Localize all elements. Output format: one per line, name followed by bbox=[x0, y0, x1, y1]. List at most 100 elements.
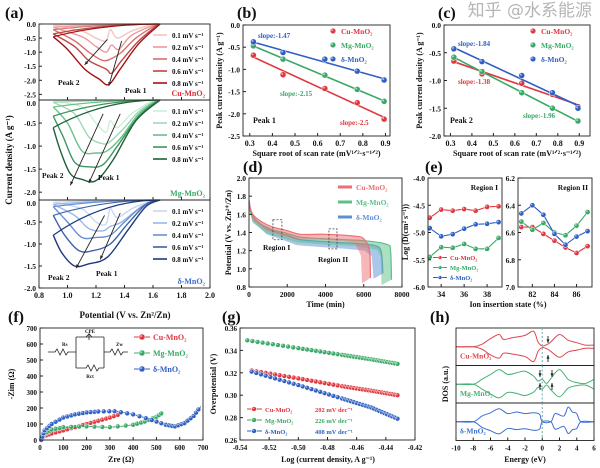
data-point bbox=[450, 53, 458, 61]
legend-label: 0.6 mV s⁻¹ bbox=[172, 144, 204, 152]
legend-label: 0.1 mV s⁻¹ bbox=[172, 32, 204, 40]
data-point bbox=[308, 378, 315, 384]
point-highlight bbox=[251, 39, 254, 43]
data-point bbox=[267, 374, 273, 380]
point-highlight bbox=[552, 238, 555, 241]
tafel-slope-label: 408 mV dec⁻¹ bbox=[315, 429, 353, 436]
y-tick-label: -5.5 bbox=[413, 256, 425, 265]
y-tick-label: -1.0 bbox=[24, 48, 36, 57]
legend-label: δ-MnO₂ bbox=[341, 55, 367, 64]
point-highlight bbox=[254, 371, 257, 374]
x-tick-label: 0.8 bbox=[553, 139, 563, 148]
data-point bbox=[138, 333, 146, 341]
point-highlight bbox=[366, 388, 369, 391]
y-tick-label: 0.32 bbox=[225, 370, 238, 378]
data-point bbox=[300, 346, 306, 352]
data-point bbox=[330, 350, 336, 357]
y-tick-label: -1.5 bbox=[429, 104, 441, 113]
data-point bbox=[158, 420, 164, 426]
data-point bbox=[353, 67, 361, 75]
point-highlight bbox=[382, 78, 385, 81]
point-highlight bbox=[355, 386, 357, 389]
x-tick-label: 0.4 bbox=[267, 139, 277, 148]
x-tick-label: 600 bbox=[174, 444, 185, 452]
panel-label: (b) bbox=[237, 5, 257, 22]
point-highlight bbox=[323, 391, 325, 394]
y-tick-label: 0.0 bbox=[231, 21, 241, 30]
y-axis-label: Peak current density (A g⁻¹) bbox=[215, 32, 224, 129]
data-point bbox=[584, 228, 591, 234]
point-highlight bbox=[140, 351, 143, 354]
slope-label: slope:-1.96 bbox=[523, 112, 556, 120]
peak-arrow bbox=[88, 113, 121, 184]
point-highlight bbox=[100, 418, 103, 420]
legend-label: 0.8 mV s⁻¹ bbox=[172, 256, 204, 264]
point-highlight bbox=[154, 415, 157, 417]
point-highlight bbox=[473, 247, 476, 249]
data-point bbox=[574, 117, 582, 125]
data-point bbox=[317, 389, 323, 395]
point-highlight bbox=[323, 350, 325, 353]
point-highlight bbox=[439, 234, 442, 237]
x-tick-label: 36 bbox=[460, 290, 468, 299]
fit-line bbox=[253, 45, 385, 102]
data-point bbox=[353, 99, 361, 106]
y-tick-label: 200 bbox=[27, 405, 38, 413]
point-highlight bbox=[585, 244, 588, 247]
point-highlight bbox=[385, 360, 388, 363]
panel-label: (e) bbox=[425, 159, 443, 176]
point-highlight bbox=[377, 409, 380, 411]
x-axis-label: Potential (V vs. Zn²/Zn) bbox=[79, 310, 170, 320]
point-highlight bbox=[349, 399, 351, 402]
x-tick-label: 1.2 bbox=[91, 291, 101, 300]
legend-label: Mg-MnO₂ bbox=[265, 418, 293, 425]
point-highlight bbox=[374, 390, 377, 392]
point-highlight bbox=[363, 388, 366, 390]
point-highlight bbox=[388, 360, 390, 363]
data-point bbox=[308, 347, 315, 353]
point-highlight bbox=[349, 354, 351, 357]
cv-curve bbox=[53, 199, 154, 226]
point-highlight bbox=[273, 372, 276, 375]
panel-label: (g) bbox=[222, 309, 241, 326]
point-highlight bbox=[292, 376, 294, 378]
x-tick-label: 82 bbox=[528, 290, 536, 299]
point-highlight bbox=[322, 86, 326, 89]
data-point bbox=[304, 385, 310, 391]
y-tick-label: 100 bbox=[27, 421, 38, 429]
x-tick-label: 34 bbox=[437, 290, 445, 299]
arrow-head bbox=[88, 178, 92, 183]
point-highlight bbox=[574, 251, 577, 254]
point-highlight bbox=[250, 370, 252, 372]
fit-line bbox=[453, 46, 579, 107]
point-highlight bbox=[96, 409, 99, 412]
point-highlight bbox=[358, 387, 360, 390]
point-highlight bbox=[496, 236, 499, 239]
y-tick-label: -2.0 bbox=[24, 76, 36, 85]
panel-label: (a) bbox=[5, 5, 24, 22]
point-highlight bbox=[393, 416, 395, 418]
data-point bbox=[300, 383, 306, 390]
x-axis-label: Square root of scan rate (mV¹ᐟ²·s⁻¹ᐟ²) bbox=[252, 149, 380, 158]
point-highlight bbox=[382, 391, 385, 394]
data-point bbox=[329, 27, 337, 35]
data-point bbox=[478, 68, 486, 75]
point-highlight bbox=[485, 222, 488, 224]
point-highlight bbox=[343, 353, 346, 356]
point-highlight bbox=[112, 409, 115, 412]
legend-label: 0.1 mV s⁻¹ bbox=[172, 108, 204, 116]
point-highlight bbox=[382, 360, 385, 362]
point-highlight bbox=[358, 356, 360, 358]
peak-label: Peak 2 bbox=[42, 171, 64, 180]
x-tick-label: -6 bbox=[488, 445, 494, 453]
point-highlight bbox=[266, 341, 268, 344]
dos-spin-up bbox=[455, 330, 595, 348]
point-highlight bbox=[104, 417, 107, 419]
point-highlight bbox=[301, 347, 303, 349]
data-point bbox=[277, 377, 283, 383]
y-tick-label: -6.0 bbox=[413, 283, 425, 292]
point-highlight bbox=[318, 380, 321, 383]
data-point bbox=[495, 203, 502, 210]
point-highlight bbox=[264, 374, 266, 376]
point-highlight bbox=[377, 359, 380, 361]
